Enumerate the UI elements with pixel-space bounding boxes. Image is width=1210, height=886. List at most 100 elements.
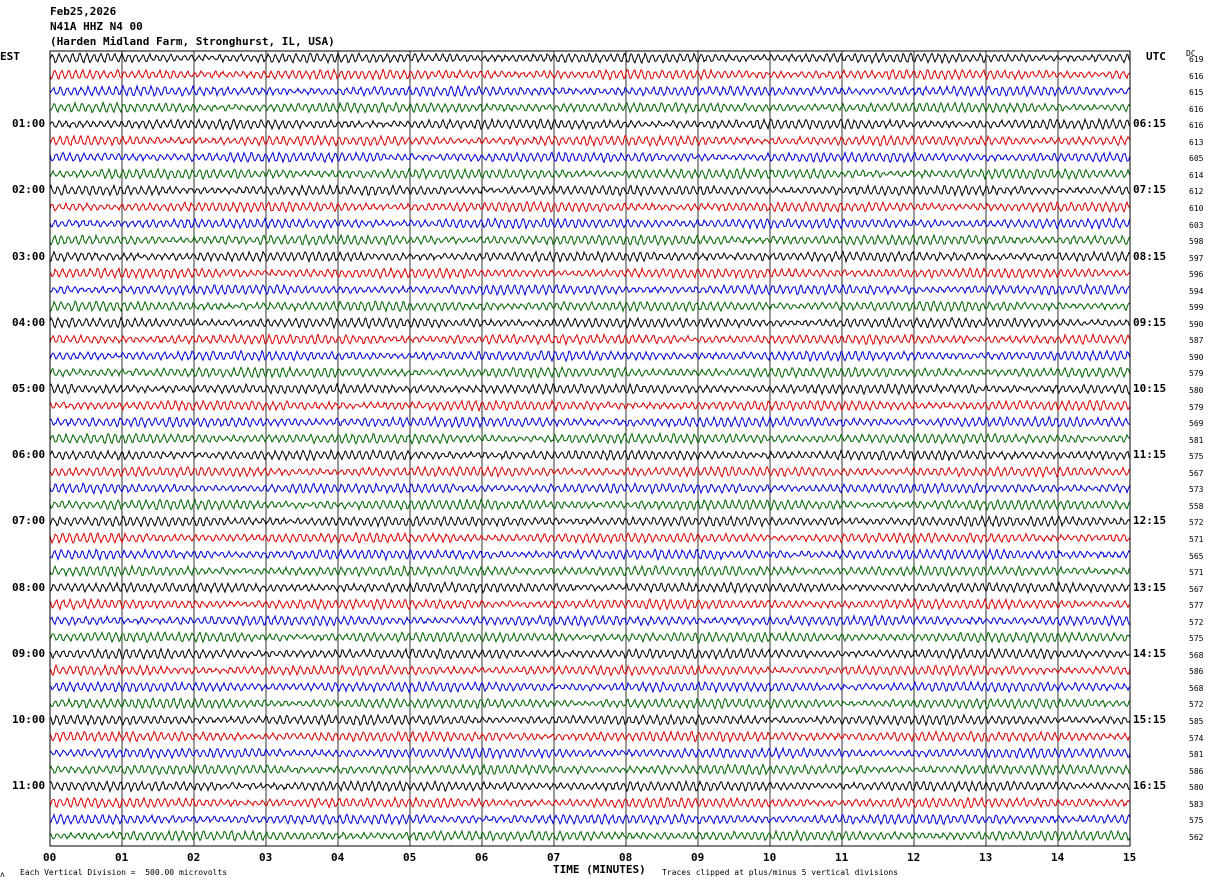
left-hour-label: 08:00 [12,580,46,594]
scale-marker-icon: ʌ [0,870,5,879]
dc-offset-value: 580 [1189,783,1204,793]
right-hour-label: 09:15 [1133,315,1167,329]
dc-offset-value: 586 [1189,667,1204,677]
trace-row-40 [49,696,1131,710]
dc-offset-value: 590 [1189,352,1204,362]
trace-row-42 [49,729,1131,744]
dc-offset-value: 587 [1189,336,1204,346]
dc-offset-value: 583 [1189,799,1204,809]
station-location: (Harden Midland Farm, Stronghurst, IL, U… [50,35,335,48]
trace-row-34 [49,597,1131,611]
dc-offset-value: 575 [1189,816,1204,826]
trace-row-29 [49,514,1131,529]
trace-row-45 [49,779,1131,793]
trace-row-23 [49,415,1131,429]
trace-row-13 [49,249,1131,264]
chart-date: Feb25,2026 [50,5,117,18]
dc-offset-value: 614 [1189,170,1204,180]
trace-row-18 [49,332,1131,347]
x-tick-label: 12 [907,851,921,864]
dc-offset-value: 579 [1189,402,1204,412]
trace-row-9 [49,183,1131,198]
x-tick-label: 09 [691,851,705,864]
x-tick-label: 02 [187,851,201,864]
trace-row-47 [49,812,1131,826]
left-hour-label: 02:00 [12,183,46,197]
dc-offset-value: 580 [1189,386,1204,395]
dc-offset-value: 619 [1189,55,1204,64]
trace-row-17 [49,316,1131,330]
x-tick-label: 08 [619,851,633,864]
station-code: N41A HHZ N4 00 [50,20,143,33]
dc-offset-value: 605 [1189,154,1204,164]
trace-row-43 [49,746,1131,760]
dc-offset-value: 581 [1189,435,1204,445]
right-hour-label: 13:15 [1133,580,1167,594]
x-axis-title: TIME (MINUTES) [553,863,646,876]
dc-offset-value: 575 [1189,634,1204,644]
dc-offset-value: 579 [1189,369,1204,379]
trace-row-22 [49,398,1131,413]
dc-offset-value: 571 [1189,568,1204,578]
trace-row-10 [49,200,1131,214]
left-hour-label: 03:00 [12,249,46,263]
dc-offset-value: 567 [1189,468,1204,478]
right-hour-label: 07:15 [1133,183,1167,197]
left-hour-label: 06:00 [12,448,46,462]
x-tick-label: 00 [43,851,57,864]
left-hour-label: 05:00 [12,382,46,395]
trace-row-20 [49,365,1131,380]
dc-offset-value: 558 [1189,501,1204,511]
trace-row-26 [49,465,1131,479]
dc-offset-value: 575 [1189,452,1204,462]
x-tick-label: 10 [763,851,777,864]
dc-offset-value: 574 [1189,733,1204,743]
dc-offset-value: 586 [1189,766,1204,776]
left-hour-label: 10:00 [12,713,46,726]
trace-row-36 [49,630,1131,645]
dc-offset-value: 568 [1189,650,1204,660]
dc-offset-value: 572 [1189,617,1204,627]
trace-row-5 [49,117,1131,131]
x-tick-label: 15 [1123,851,1137,864]
left-hour-label: 09:00 [12,646,46,660]
dc-offset-value: 603 [1189,220,1204,230]
vertical-scale-note: Each Vertical Division = 500.00 microvol… [20,868,228,877]
trace-row-4 [49,100,1131,115]
x-tick-label: 04 [331,851,345,864]
plot-frame [49,50,1131,847]
dc-offset-value: 598 [1189,237,1204,247]
dc-offset-value: 571 [1189,534,1204,544]
trace-row-8 [49,166,1131,181]
dc-offset-value: 616 [1189,121,1204,131]
right-hour-label: 11:15 [1133,448,1167,462]
dc-offset-value: 562 [1189,832,1204,842]
dc-offset-value: 613 [1189,137,1204,147]
right-hour-label: 14:15 [1133,646,1167,660]
trace-row-48 [49,829,1131,843]
trace-row-35 [49,613,1131,628]
clipping-note: Traces clipped at plus/minus 5 vertical … [662,868,899,877]
trace-row-2 [49,67,1131,82]
dc-offset-value: 577 [1189,601,1204,611]
dc-offset-value: 596 [1189,270,1204,280]
trace-row-30 [49,531,1131,545]
x-tick-label: 14 [1051,851,1065,864]
dc-offset-value: 573 [1189,485,1204,495]
right-hour-label: 15:15 [1133,713,1167,726]
dc-offset-value: 585 [1189,717,1204,726]
minute-gridlines [121,51,1059,846]
trace-row-25 [49,448,1131,462]
right-timezone-label: UTC [1146,50,1166,63]
trace-row-11 [49,217,1131,231]
trace-row-28 [49,497,1131,512]
x-tick-label: 06 [475,851,489,864]
x-tick-label: 01 [115,851,129,864]
dc-offset-value: 572 [1189,700,1204,710]
right-hour-label: 12:15 [1133,514,1167,528]
trace-row-3 [49,83,1131,98]
dc-offset-value: 599 [1189,303,1204,313]
dc-offset-value: 594 [1189,286,1204,296]
trace-row-6 [49,134,1131,148]
